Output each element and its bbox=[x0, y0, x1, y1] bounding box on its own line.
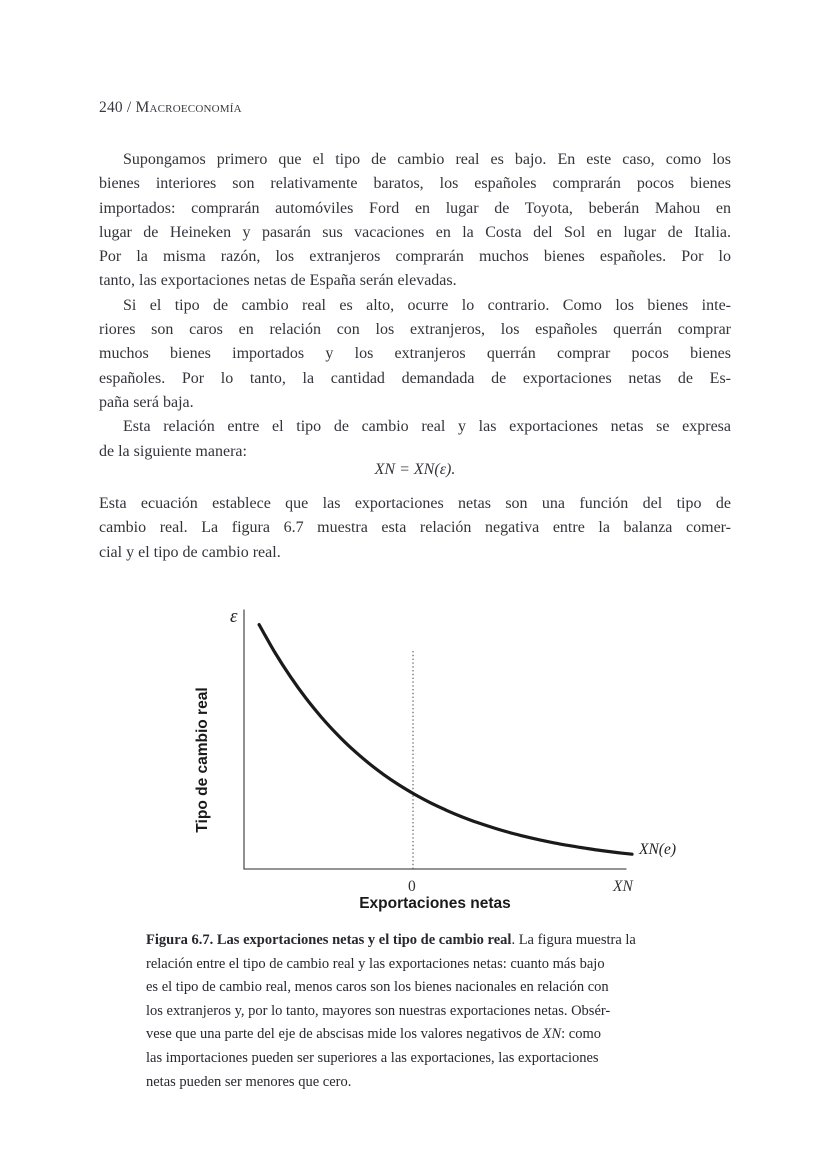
svg-text:Exportaciones netas: Exportaciones netas bbox=[359, 895, 511, 912]
svg-text:XN(e): XN(e) bbox=[638, 841, 676, 858]
svg-text:0: 0 bbox=[408, 878, 416, 895]
svg-text:Tipo de cambio real: Tipo de cambio real bbox=[194, 687, 211, 832]
svg-text:ε: ε bbox=[230, 606, 238, 627]
svg-text:XN: XN bbox=[612, 878, 634, 895]
